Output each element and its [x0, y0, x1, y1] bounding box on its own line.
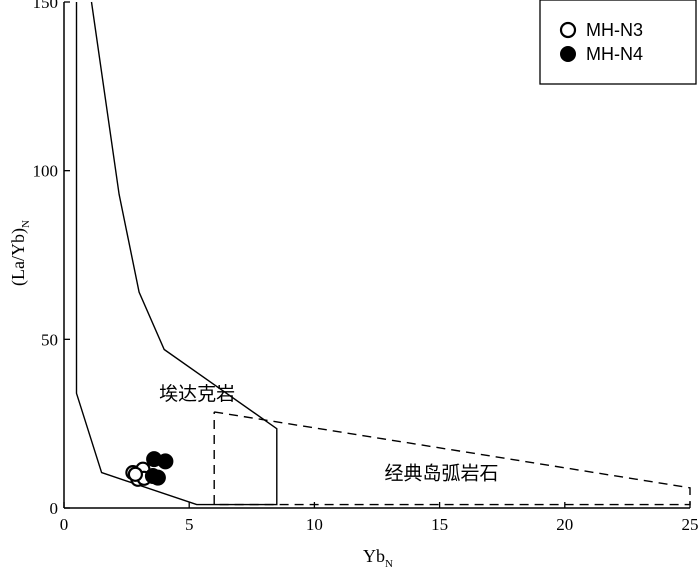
- x-axis-title-main: Yb: [363, 546, 385, 566]
- x-tick-label-0: 0: [60, 515, 69, 534]
- legend-box: [539, 0, 697, 85]
- x-tick-label-4: 20: [556, 515, 573, 534]
- y-axis-title-main: (La/Yb): [8, 228, 29, 286]
- legend-label-mh-n4: MH-N4: [586, 44, 643, 64]
- y-tick-label-2: 100: [33, 162, 59, 181]
- x-tick-label-2: 10: [306, 515, 323, 534]
- region-label-1: 经典岛弧岩石: [385, 462, 499, 484]
- point-mh-n4-1: [157, 453, 174, 470]
- region-label-0: 埃达克岩: [159, 383, 235, 405]
- x-tick-label-5: 25: [682, 515, 699, 534]
- y-tick-label-3: 150: [33, 0, 59, 12]
- legend-label-mh-n3: MH-N3: [586, 20, 643, 40]
- y-tick-label-0: 0: [50, 499, 59, 518]
- region-boundary-0: [75, 1, 278, 506]
- x-tick-label-3: 15: [431, 515, 448, 534]
- x-axis-title-sub: N: [385, 558, 393, 569]
- x-axis: 0 5 10 15 20 25: [60, 502, 699, 534]
- points-layer: [125, 451, 174, 487]
- point-mh-n4-3: [144, 468, 161, 484]
- legend: MH-N3 MH-N4: [539, 0, 697, 85]
- plot-frame: [63, 2, 690, 509]
- point-mh-n3-4: [127, 466, 143, 482]
- legend-marker-mh-n3: [559, 21, 577, 39]
- x-axis-title: YbN: [363, 546, 393, 569]
- y-tick-label-1: 50: [41, 330, 58, 349]
- y-axis: 0 50 100 150: [33, 0, 70, 518]
- y-axis-title-sub: N: [20, 220, 32, 228]
- x-tick-label-1: 5: [185, 515, 194, 534]
- y-axis-title: (La/Yb)N: [8, 220, 32, 286]
- legend-marker-mh-n4: [560, 46, 576, 62]
- region-boundary-1: [213, 411, 691, 506]
